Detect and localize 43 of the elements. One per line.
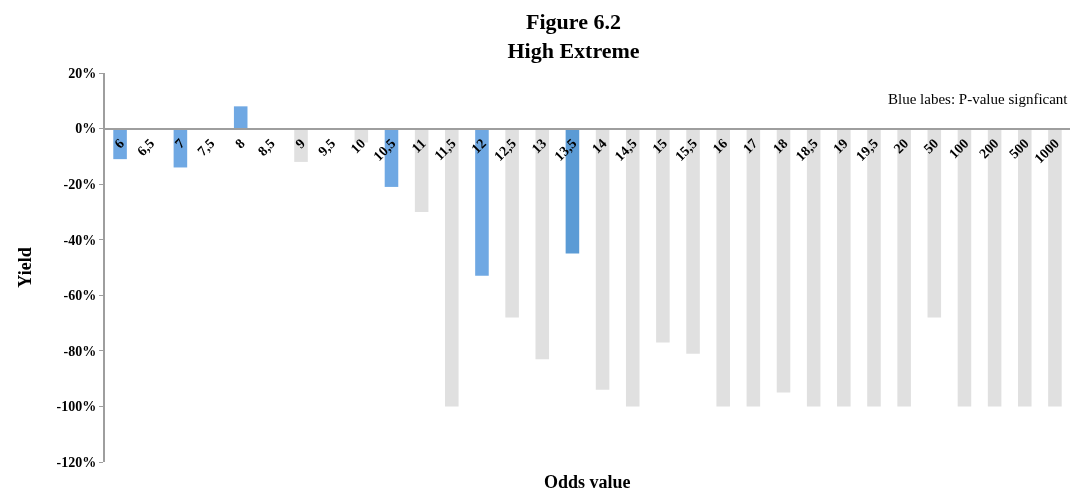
x-axis-title: Odds value xyxy=(544,472,631,489)
x-tick-label: 11 xyxy=(408,135,429,156)
x-tick-label: 15 xyxy=(649,135,670,157)
chart-title: Figure 6.2 High Extreme xyxy=(507,9,640,63)
x-tick-label: 10 xyxy=(347,135,369,157)
x-tick-label: 500 xyxy=(1006,135,1032,162)
x-tick-label: 13 xyxy=(528,135,550,157)
y-tick-label: 0% xyxy=(75,121,97,137)
x-tick-label: 10,5 xyxy=(370,135,399,164)
x-tick-label: 6,5 xyxy=(134,135,158,159)
x-tick-label: 14 xyxy=(589,135,610,157)
x-tick-label: 12,5 xyxy=(491,135,520,164)
x-tick-label: 19,5 xyxy=(853,135,882,164)
x-tick-label: 7 xyxy=(171,135,188,152)
y-tick-label: -100% xyxy=(56,399,97,415)
y-tick-label: -80% xyxy=(63,343,97,359)
x-tick-label: 19 xyxy=(830,135,851,157)
x-tick-label: 200 xyxy=(976,135,1002,162)
x-tick-label: 9,5 xyxy=(315,135,339,159)
x-tick-label: 14,5 xyxy=(611,135,640,164)
x-tick-label: 50 xyxy=(920,135,942,157)
x-tick-label: 7,5 xyxy=(194,135,218,159)
y-tick-label: 20% xyxy=(68,65,97,81)
y-tick-label: -40% xyxy=(63,232,97,248)
x-tick-label: 18 xyxy=(770,135,791,157)
y-axis-title: Yield xyxy=(15,247,36,288)
x-tick-label: 11,5 xyxy=(431,135,459,164)
x-tick-label: 17 xyxy=(739,135,761,157)
x-tick-label: 9 xyxy=(292,135,309,152)
x-tick-label: 20 xyxy=(890,135,912,157)
x-tick-label: 13,5 xyxy=(551,135,580,164)
x-tick-label: 100 xyxy=(946,135,972,162)
x-tick-label: 15,5 xyxy=(672,135,701,164)
x-tick-label: 8 xyxy=(232,135,248,152)
x-tick-label: 16 xyxy=(709,135,731,157)
x-tick-label: 6 xyxy=(111,135,128,152)
x-tick-label: 18,5 xyxy=(792,135,821,164)
y-tick-label: -20% xyxy=(63,177,97,193)
x-tick-label: 8,5 xyxy=(254,135,278,159)
y-tick-label: -120% xyxy=(56,454,97,470)
x-tick-label: 12 xyxy=(468,135,490,157)
annotation: Blue labes: P-value signficant xyxy=(888,91,1069,107)
y-tick-label: -60% xyxy=(63,288,97,304)
